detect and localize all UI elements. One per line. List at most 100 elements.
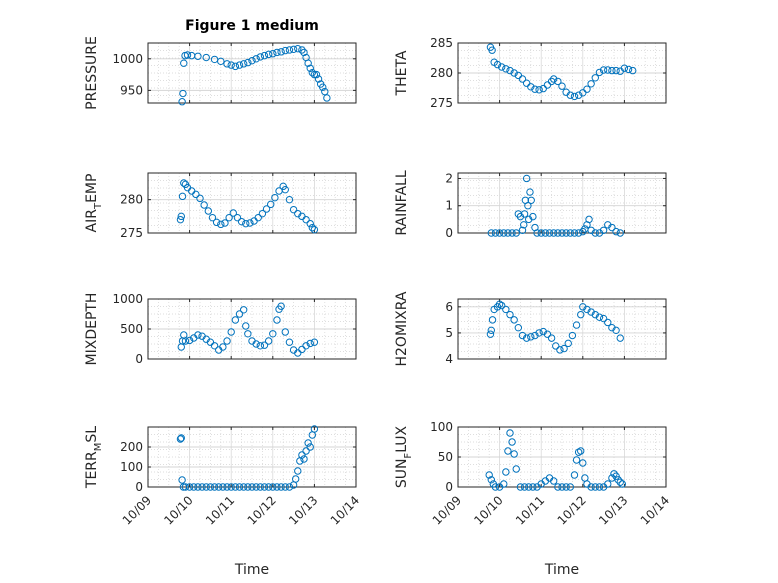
data-point (502, 468, 510, 476)
data-point (518, 75, 527, 83)
data-point (227, 61, 235, 69)
subplot-right-3: 4 5 6 H2OMIXRA (394, 291, 667, 367)
data-point (539, 84, 547, 93)
data-point (487, 326, 495, 335)
data-point (522, 334, 531, 342)
y-tick-label: 275 (430, 96, 453, 110)
data-point (269, 330, 277, 338)
data-point (231, 62, 240, 71)
series-left-2 (176, 179, 319, 234)
data-point (177, 434, 185, 442)
data-point (217, 220, 225, 229)
data-point (612, 472, 620, 480)
subplot-right-1: 275 280 285 THETA (394, 36, 667, 110)
data-point (497, 63, 506, 71)
y-tick-label: 0 (445, 480, 453, 494)
x-tick-label: 10/11 (203, 493, 237, 527)
data-point (508, 438, 516, 446)
y-tick-label: 100 (120, 460, 143, 474)
data-point (219, 483, 227, 491)
data-point (570, 471, 579, 479)
data-point (294, 349, 302, 357)
data-point (281, 185, 289, 194)
data-point (574, 229, 583, 237)
data-point (527, 196, 535, 204)
data-point (294, 44, 302, 53)
subplot-left-3: 0 500 1000 MIXDEPTH (84, 292, 357, 366)
data-point (264, 337, 273, 345)
subplot-left-1: 950 1000 PRESSURE (84, 36, 357, 110)
data-point (554, 229, 562, 237)
y-axis-label: SUNFLUX (394, 425, 414, 488)
data-point (208, 213, 217, 222)
data-point (319, 83, 327, 91)
data-point (577, 447, 585, 455)
data-point (560, 344, 568, 353)
grid-right-2 (458, 173, 666, 234)
data-point (285, 338, 294, 346)
subplot-left-2: 275 280 AIRTEMP (84, 172, 357, 240)
data-point (219, 343, 227, 351)
data-point (248, 56, 256, 65)
data-point (486, 330, 495, 338)
data-point (231, 316, 240, 324)
data-point (520, 483, 529, 491)
data-point (616, 229, 624, 237)
data-point (264, 50, 273, 59)
data-point (304, 439, 312, 447)
x-tick-label: 10/14 (638, 493, 672, 527)
data-point (512, 229, 520, 237)
data-point (256, 483, 265, 491)
x-tick-label: 10/12 (245, 493, 279, 527)
y-tick-label: 275 (120, 226, 143, 240)
data-point (543, 81, 552, 89)
data-point (210, 483, 219, 491)
series-right-3 (486, 300, 624, 354)
data-point (583, 85, 591, 93)
x-tick-label: 10/09 (120, 493, 154, 527)
data-point (485, 471, 493, 479)
data-point (176, 435, 185, 443)
data-point (495, 300, 504, 308)
data-point (566, 483, 575, 491)
data-point (510, 316, 518, 324)
data-point (204, 207, 213, 215)
data-point (235, 61, 244, 69)
x-tick-label: 10/11 (513, 493, 547, 527)
data-point (529, 483, 537, 491)
data-point (237, 217, 246, 226)
subplot-right-4: 0 50 100 10/09 10/10 10/11 10/12 10/13 10/14 SUNF… (394, 420, 672, 578)
y-tick-label: 100 (430, 420, 453, 434)
data-point (608, 223, 616, 232)
data-point (260, 483, 269, 491)
data-point (304, 59, 312, 67)
data-point (314, 75, 323, 83)
x-tick-label: 10/09 (430, 493, 464, 527)
axes-box-left-1 (147, 42, 357, 104)
series-right-1 (486, 43, 637, 101)
data-point (302, 342, 310, 350)
data-point (229, 209, 237, 217)
data-point (512, 465, 520, 473)
data-point (545, 229, 554, 237)
y-tick-label: 5 (445, 326, 453, 340)
data-point (514, 323, 523, 332)
data-point (547, 334, 556, 342)
data-point (277, 302, 285, 310)
data-point (587, 80, 595, 88)
data-point (562, 483, 570, 491)
data-point (258, 209, 267, 218)
data-point (298, 451, 306, 459)
data-point (549, 75, 558, 83)
figure-title: Figure 1 medium (185, 18, 319, 34)
data-point (570, 229, 579, 237)
data-point (533, 229, 541, 237)
data-point (215, 483, 223, 491)
data-point (502, 305, 510, 314)
data-point (246, 219, 254, 227)
data-point (543, 330, 552, 338)
data-point (273, 48, 281, 57)
data-point (177, 212, 185, 221)
data-point (535, 86, 543, 94)
data-point (488, 316, 497, 324)
